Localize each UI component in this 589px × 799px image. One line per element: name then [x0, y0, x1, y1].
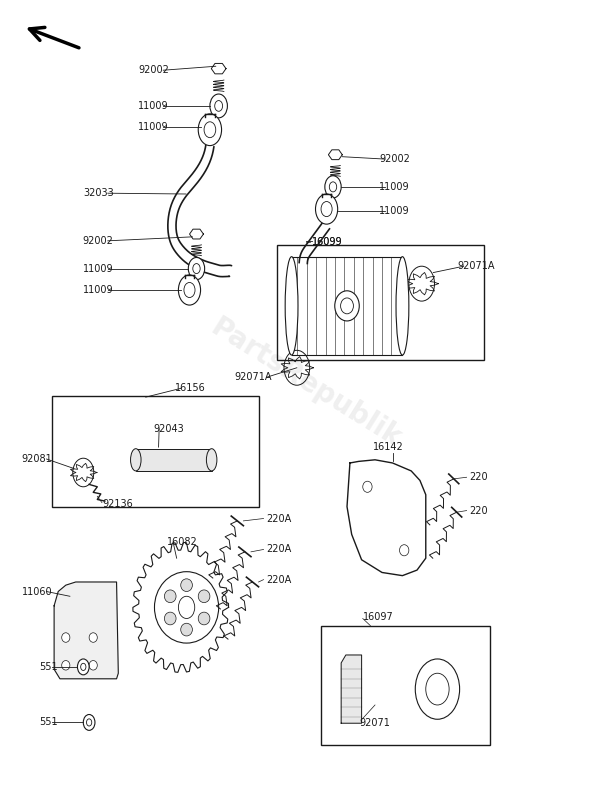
Text: 16097: 16097: [363, 612, 394, 622]
Ellipse shape: [363, 481, 372, 492]
Text: 92071: 92071: [360, 718, 391, 728]
Circle shape: [198, 114, 221, 145]
Circle shape: [215, 101, 223, 111]
Polygon shape: [190, 229, 203, 239]
Circle shape: [426, 674, 449, 705]
Text: 11009: 11009: [138, 122, 169, 133]
Ellipse shape: [164, 612, 176, 625]
Circle shape: [81, 663, 86, 670]
Ellipse shape: [198, 612, 210, 625]
Circle shape: [78, 659, 89, 675]
Text: 11009: 11009: [83, 285, 114, 295]
Ellipse shape: [198, 590, 210, 602]
Ellipse shape: [181, 623, 193, 636]
Text: 92043: 92043: [153, 423, 184, 434]
Bar: [277, 244, 484, 360]
Text: 16099: 16099: [312, 237, 343, 247]
Ellipse shape: [164, 590, 176, 602]
Text: 92071A: 92071A: [235, 372, 272, 382]
Bar: [136, 449, 211, 471]
Polygon shape: [54, 582, 118, 679]
Polygon shape: [347, 459, 426, 575]
Circle shape: [184, 283, 195, 297]
Ellipse shape: [181, 578, 193, 591]
Bar: [321, 626, 490, 745]
Ellipse shape: [206, 449, 217, 471]
Ellipse shape: [285, 256, 298, 355]
Text: 220A: 220A: [266, 514, 292, 523]
Circle shape: [321, 201, 332, 217]
Circle shape: [210, 94, 227, 117]
Text: PartsRepublik: PartsRepublik: [206, 314, 406, 454]
Text: 92002: 92002: [83, 236, 114, 246]
Text: 92071A: 92071A: [458, 261, 495, 271]
Ellipse shape: [62, 633, 70, 642]
Text: 92002: 92002: [379, 154, 410, 164]
Text: 16082: 16082: [167, 537, 198, 547]
Text: 220A: 220A: [266, 574, 292, 585]
Circle shape: [329, 182, 337, 192]
Circle shape: [415, 659, 459, 719]
Ellipse shape: [396, 256, 409, 355]
Text: 92002: 92002: [138, 66, 169, 75]
Circle shape: [316, 194, 337, 225]
Circle shape: [188, 257, 204, 280]
Ellipse shape: [131, 449, 141, 471]
Ellipse shape: [399, 545, 409, 556]
Text: 551: 551: [39, 662, 58, 672]
Text: 551: 551: [39, 718, 58, 727]
Ellipse shape: [89, 661, 97, 670]
Circle shape: [204, 121, 216, 137]
Ellipse shape: [154, 571, 219, 643]
Text: 11009: 11009: [83, 264, 114, 273]
Ellipse shape: [181, 601, 193, 614]
Text: 220: 220: [469, 506, 488, 515]
Ellipse shape: [62, 661, 70, 670]
Text: 220: 220: [469, 472, 488, 483]
Circle shape: [178, 596, 195, 618]
Text: 11009: 11009: [379, 206, 410, 217]
Circle shape: [178, 275, 201, 305]
Text: 32033: 32033: [83, 189, 114, 198]
Text: 92081: 92081: [22, 454, 52, 464]
Text: 11060: 11060: [22, 586, 52, 597]
Text: 92136: 92136: [102, 499, 133, 509]
Polygon shape: [211, 63, 226, 74]
Ellipse shape: [340, 298, 353, 314]
Circle shape: [83, 714, 95, 730]
Bar: [52, 396, 260, 507]
Circle shape: [193, 264, 200, 273]
Polygon shape: [329, 150, 342, 160]
Text: 11009: 11009: [138, 101, 169, 111]
Text: 16099: 16099: [312, 237, 343, 248]
Text: 11009: 11009: [379, 182, 410, 192]
Text: 16142: 16142: [372, 442, 403, 452]
Polygon shape: [133, 543, 229, 672]
Ellipse shape: [89, 633, 97, 642]
Text: 16156: 16156: [175, 384, 206, 393]
Ellipse shape: [335, 291, 359, 321]
Polygon shape: [341, 655, 362, 723]
Circle shape: [325, 176, 341, 198]
Text: 220A: 220A: [266, 544, 292, 555]
Circle shape: [87, 719, 92, 726]
